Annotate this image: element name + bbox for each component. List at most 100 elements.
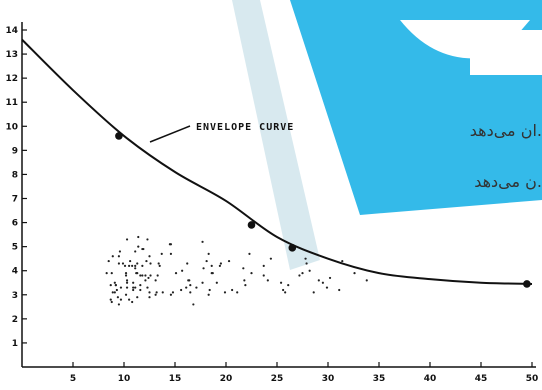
scatter-point xyxy=(208,288,211,292)
y-tick-label: 5 xyxy=(12,243,18,253)
overlay-text-line-1: ان می‌دهد. xyxy=(469,121,542,140)
y-tick-label: 3 xyxy=(12,291,18,301)
scatter-point xyxy=(284,291,287,294)
scatter-point xyxy=(341,259,344,263)
envelope-point xyxy=(288,244,297,252)
envelope-curve-label: ENVELOPE CURVE xyxy=(196,122,294,133)
scatter-point xyxy=(144,279,147,282)
scatter-point xyxy=(148,291,151,294)
y-tick-label: 13 xyxy=(5,50,18,60)
scatter-point xyxy=(158,264,161,267)
scatter-point xyxy=(148,255,151,258)
scatter-point xyxy=(169,243,173,246)
overlay-text-line-2: ن می‌دهد. xyxy=(474,172,542,191)
scatter-point xyxy=(149,262,152,265)
scatter-point xyxy=(124,274,128,277)
scatter-point xyxy=(298,274,301,277)
scatter-point xyxy=(262,274,265,277)
scatter-point xyxy=(118,250,122,253)
scatter-point xyxy=(185,286,188,289)
scatter-point xyxy=(250,272,253,275)
scatter-point xyxy=(282,288,285,292)
scatter-point xyxy=(189,291,192,294)
scatter-point xyxy=(181,269,184,272)
scatter-point xyxy=(137,235,140,239)
x-tick-label: 40 xyxy=(424,374,437,384)
scatter-point xyxy=(131,300,134,304)
y-tick-label: 2 xyxy=(12,315,18,325)
scatter-point xyxy=(132,286,135,289)
scatter-point xyxy=(116,296,119,299)
scatter-point xyxy=(353,272,356,275)
scatter-point xyxy=(132,281,135,284)
scatter-point xyxy=(321,281,324,284)
scatter-point xyxy=(304,257,307,260)
scatter-points xyxy=(105,235,368,306)
scatter-point xyxy=(205,259,208,263)
scatter-point xyxy=(180,288,183,292)
scatter-point xyxy=(269,257,272,260)
scatter-point xyxy=(218,264,221,267)
scatter-point xyxy=(279,281,283,284)
scatter-point xyxy=(169,293,173,296)
x-tick-label: 5 xyxy=(70,374,76,384)
scatter-point xyxy=(117,303,120,306)
scatter-point xyxy=(136,296,139,299)
x-tick-label: 25 xyxy=(271,374,284,384)
scatter-point xyxy=(113,281,116,284)
scatter-point xyxy=(145,259,148,263)
scatter-point xyxy=(161,291,164,294)
scatter-point xyxy=(107,259,110,263)
scatter-point xyxy=(110,272,113,275)
scatter-point xyxy=(128,264,131,267)
scatter-point xyxy=(146,286,149,289)
scatter-point xyxy=(236,291,239,294)
annotation-layer: ENVELOPE CURVE xyxy=(149,122,294,143)
scatter-point xyxy=(110,300,113,304)
scatter-point xyxy=(210,272,213,275)
scatter-point xyxy=(148,296,151,299)
scatter-point xyxy=(139,288,142,292)
scatter-point xyxy=(262,264,265,267)
scatter-point xyxy=(131,264,134,267)
x-tick-label: 50 xyxy=(526,374,539,384)
scatter-point xyxy=(192,303,195,306)
x-tick-label: 45 xyxy=(475,374,488,384)
scatter-point xyxy=(109,298,112,301)
scatter-point xyxy=(124,293,128,296)
scatter-point xyxy=(111,255,114,258)
scatter-point xyxy=(136,272,139,275)
annotation-leader-line xyxy=(149,125,191,143)
scatter-point xyxy=(157,262,160,265)
envelope-point xyxy=(247,221,256,229)
scatter-point xyxy=(109,284,112,287)
scatter-point xyxy=(215,281,218,284)
scatter-point xyxy=(195,286,198,289)
scatter-point xyxy=(338,288,341,292)
y-tick-label: 11 xyxy=(5,98,18,108)
y-tick-label: 8 xyxy=(12,170,18,180)
scatter-point xyxy=(146,238,149,241)
scatter-point xyxy=(154,279,157,282)
scatter-point xyxy=(134,286,137,289)
envelope-point xyxy=(115,132,123,140)
scatter-point xyxy=(139,274,142,277)
scatter-point xyxy=(119,298,123,301)
scatter-point xyxy=(132,288,135,292)
scatter-point xyxy=(125,281,129,284)
scatter-point xyxy=(134,250,137,253)
scatter-point xyxy=(201,240,204,243)
scatter-point xyxy=(160,252,163,255)
scatter-point xyxy=(117,262,120,265)
y-tick-label: 4 xyxy=(12,267,18,277)
scatter-point xyxy=(248,252,251,255)
y-tick-label: 9 xyxy=(12,146,18,156)
scatter-point xyxy=(117,255,120,258)
scatter-point xyxy=(139,284,142,287)
scatter-point xyxy=(301,272,304,275)
x-tick-label: 35 xyxy=(373,374,386,384)
scatter-point xyxy=(105,272,108,275)
scatter-point xyxy=(328,276,332,280)
